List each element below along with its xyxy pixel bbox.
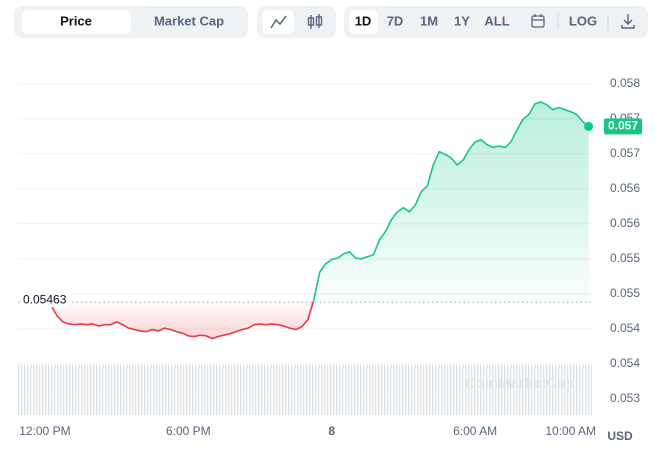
tab-market-cap[interactable]: Market Cap (154, 13, 224, 28)
x-tick-label: 12:00 PM (19, 424, 70, 438)
price-line (20, 101, 590, 340)
candle-icon[interactable] (307, 14, 323, 29)
volume-band (18, 365, 592, 415)
grid (18, 83, 592, 400)
x-tick-label: 6:00 AM (453, 424, 497, 438)
x-tick-label: 10:00 AM (545, 424, 596, 438)
log-toggle[interactable]: LOG (569, 13, 597, 28)
line-icon[interactable] (270, 15, 287, 29)
range-7d[interactable]: 7D (387, 13, 404, 28)
last-label-bg (604, 118, 642, 135)
last-point (584, 121, 594, 131)
reference-label: 0.05463 (23, 292, 67, 306)
range-1y[interactable]: 1Y (454, 13, 470, 28)
toolbar: Price Market Cap 1D 7D 1M 1Y ALL LOG (14, 6, 648, 38)
range-group (344, 6, 648, 38)
tab-active (22, 10, 131, 34)
y-tick-label: 0.056 (610, 181, 640, 195)
range-active (349, 10, 378, 34)
range-1d[interactable]: 1D (355, 13, 372, 28)
y-tick-label: 0.054 (610, 321, 640, 335)
y-tick-label: 0.054 (610, 356, 640, 370)
range-all[interactable]: ALL (484, 13, 509, 28)
reference-label-bg (20, 293, 70, 308)
x-tick-label: 6:00 PM (166, 424, 211, 438)
area (21, 101, 589, 339)
calendar-icon[interactable] (531, 14, 545, 28)
range-1m[interactable]: 1M (420, 13, 438, 28)
y-unit: USD (607, 429, 633, 443)
y-tick-label: 0.057 (610, 146, 640, 160)
x-tick-label: 8 (328, 424, 335, 438)
download-icon[interactable] (621, 14, 635, 29)
last-label: 0.057 (608, 119, 638, 133)
y-tick-label: 0.058 (610, 76, 640, 90)
tab-price[interactable]: Price (60, 13, 92, 28)
y-tick-label: 0.055 (610, 286, 640, 300)
y-tick-label: 0.053 (610, 391, 640, 405)
y-tick-label: 0.056 (610, 216, 640, 230)
watermark: CoinMarketCap (465, 375, 575, 392)
y-tick-label: 0.055 (610, 251, 640, 265)
